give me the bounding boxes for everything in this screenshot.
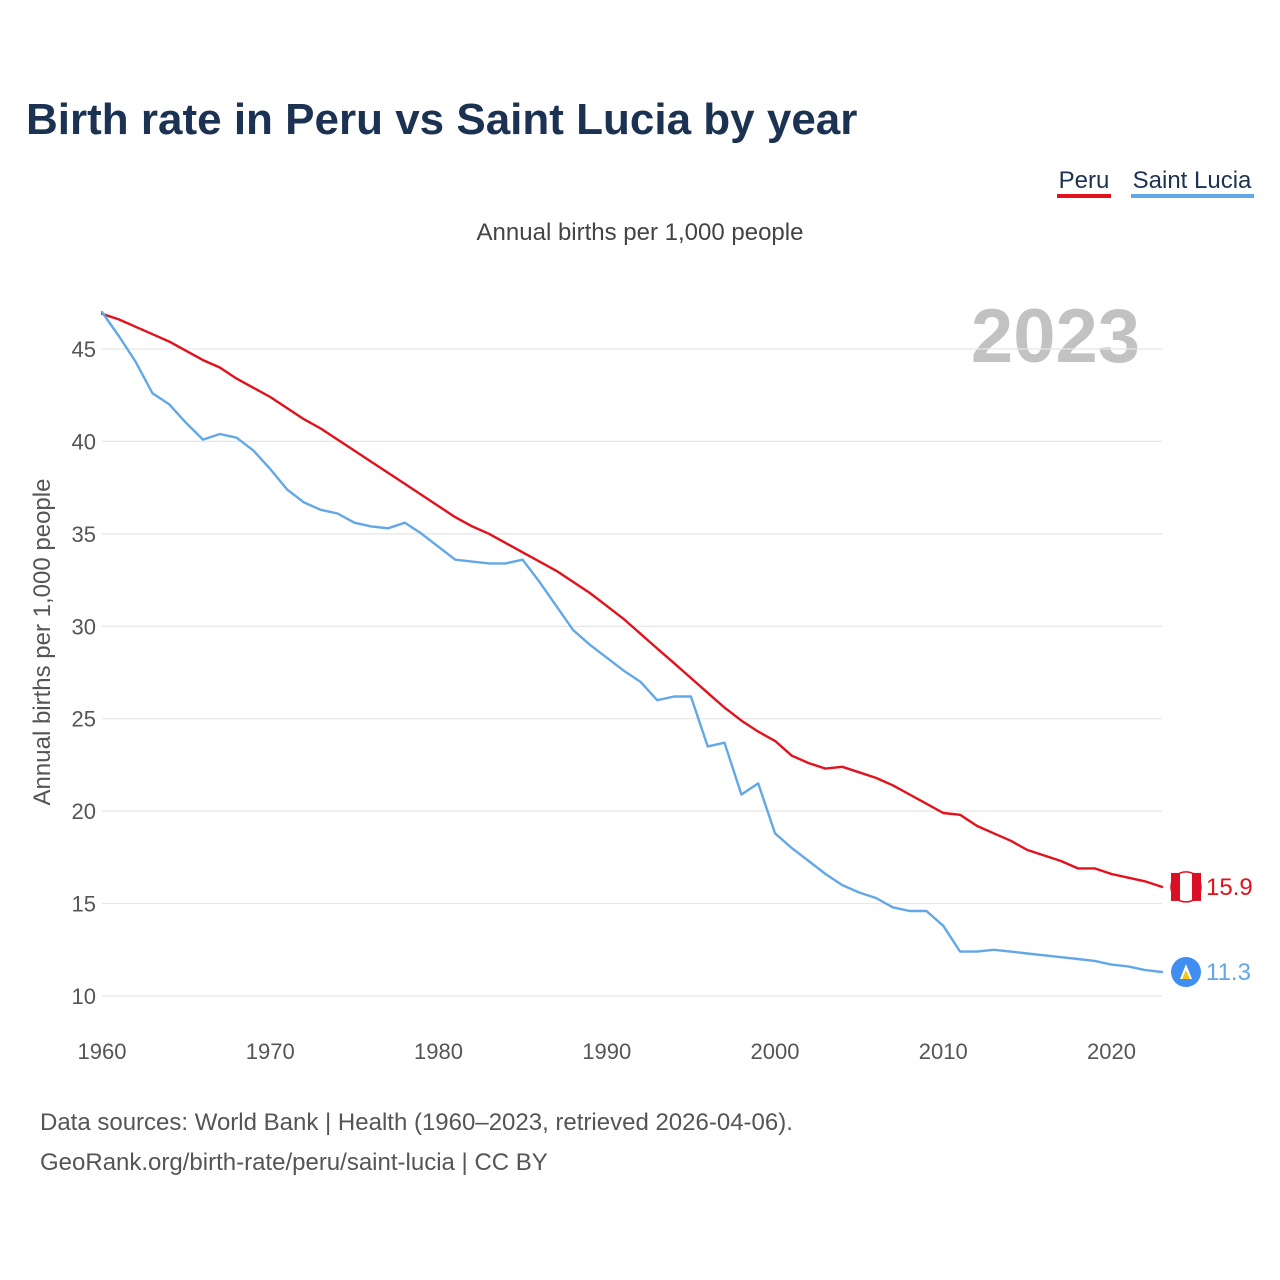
chart-subtitle: Annual births per 1,000 people [477,219,804,246]
end-marker-saint-lucia: 11.3 [1171,956,1251,987]
y-axis-label: Annual births per 1,000 people [29,479,56,806]
legend-swatch-peru [1057,194,1111,198]
peru-flag-stripe-left [1171,872,1180,901]
chart-title: Birth rate in Peru vs Saint Lucia by yea… [26,95,857,144]
x-axis: 1960 1970 1980 1990 2000 2010 2020 [78,1039,1136,1064]
legend-label-peru: Peru [1059,167,1110,194]
legend-swatch-saint-lucia [1131,194,1254,198]
legend-item-peru[interactable]: Peru [1057,167,1111,198]
end-label-peru: 15.9 [1206,874,1253,901]
y-tick-label: 10 [72,984,96,1009]
y-tick-label: 40 [72,429,96,454]
x-tick-label: 2010 [919,1039,968,1064]
peru-flag-stripe-right [1192,872,1201,901]
series [100,310,1164,974]
saint-lucia-flag-triangle-yellow [1182,969,1190,979]
series-line-saint-lucia [100,310,1164,974]
legend-label-saint-lucia: Saint Lucia [1133,167,1252,194]
x-tick-label: 2020 [1087,1039,1136,1064]
y-tick-label: 20 [72,799,96,824]
x-tick-label: 1990 [582,1039,631,1064]
year-watermark: 2023 [971,294,1140,379]
y-tick-label: 35 [72,522,96,547]
y-tick-label: 30 [72,614,96,639]
end-label-saint-lucia: 11.3 [1206,959,1251,986]
x-tick-label: 1980 [414,1039,463,1064]
grid [102,348,1162,997]
y-tick-label: 15 [72,892,96,917]
legend-item-saint-lucia[interactable]: Saint Lucia [1131,167,1254,198]
source-line-2: GeoRank.org/birth-rate/peru/saint-lucia … [40,1149,548,1176]
y-axis: 10 15 20 25 30 35 40 45 [72,337,96,1009]
series-line-peru [100,312,1164,889]
source-line-1: Data sources: World Bank | Health (1960–… [40,1109,793,1136]
x-tick-label: 2000 [751,1039,800,1064]
x-tick-label: 1970 [246,1039,295,1064]
y-tick-label: 45 [72,337,96,362]
legend: Peru Saint Lucia [1057,167,1254,198]
x-tick-label: 1960 [78,1039,127,1064]
y-tick-label: 25 [72,707,96,732]
end-marker-peru: 15.9 [1170,871,1253,903]
